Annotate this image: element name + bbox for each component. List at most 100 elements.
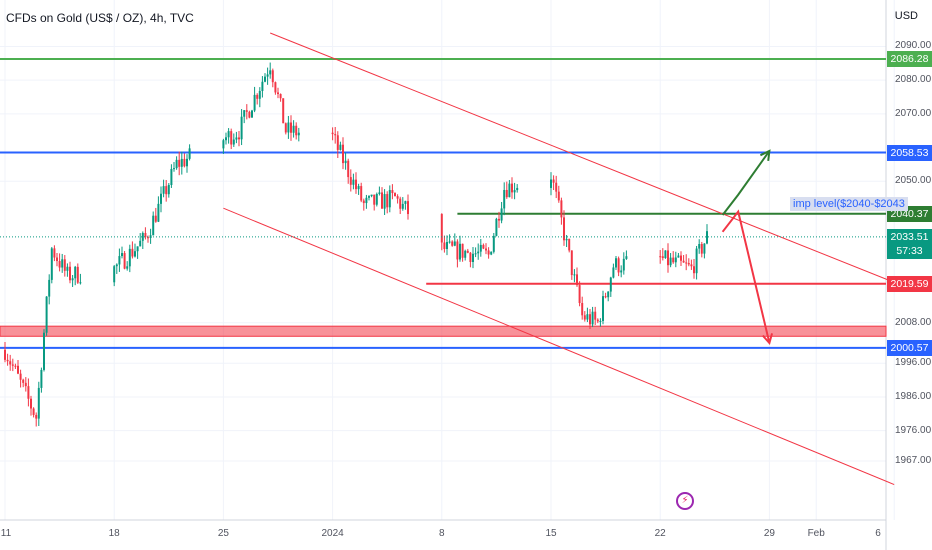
candle-body	[615, 258, 617, 268]
candle-body	[622, 258, 625, 271]
candle-body	[440, 214, 443, 243]
candle-body	[609, 277, 612, 292]
candle-body	[513, 190, 516, 193]
candle-body	[53, 248, 56, 258]
candle-body	[677, 255, 680, 258]
candle-body	[147, 237, 149, 239]
candle-body	[404, 201, 407, 204]
candle-body	[461, 243, 464, 258]
candle-body	[248, 111, 251, 118]
candle-body	[58, 261, 61, 268]
candle-body	[339, 144, 342, 150]
candle-body	[290, 122, 292, 133]
candle-body	[700, 243, 703, 254]
candle-body	[357, 186, 360, 190]
y-tick-label: 2050.00	[895, 175, 932, 187]
candle-body	[386, 194, 389, 208]
candle-body	[375, 194, 378, 205]
candle-body	[74, 266, 77, 279]
candle-body	[121, 253, 123, 257]
candle-body	[175, 159, 178, 169]
candle-body	[401, 203, 404, 209]
candle-body	[6, 359, 9, 362]
candle-body	[227, 131, 230, 138]
candle-body	[472, 253, 474, 262]
candle-body	[32, 408, 35, 415]
x-tick-label: 15	[545, 528, 557, 539]
candle-body	[490, 251, 493, 255]
candle-body	[703, 243, 706, 254]
candle-body	[487, 250, 490, 255]
x-tick-label: 22	[654, 528, 666, 539]
candle-body	[669, 257, 672, 266]
bar-countdown: 57:33	[896, 244, 923, 257]
candle-body	[225, 137, 227, 141]
imp-level-annotation[interactable]: imp level($2040-$2043	[790, 197, 908, 211]
candle-body	[550, 179, 552, 188]
candle-body	[516, 187, 519, 191]
x-tick-label: 6	[875, 528, 881, 539]
candle-body	[342, 144, 344, 164]
candle-body	[180, 158, 183, 167]
candle-body	[269, 70, 272, 75]
candle-body	[565, 238, 568, 241]
candle-body	[48, 279, 51, 297]
candle-body	[612, 267, 615, 278]
candle-body	[277, 92, 279, 95]
candle-body	[282, 98, 285, 124]
candle-body	[152, 215, 155, 236]
candle-body	[141, 232, 144, 241]
candle-body	[160, 193, 162, 204]
candle-body	[115, 264, 118, 267]
candle-body	[659, 256, 662, 258]
current-price-value: 2033.51	[890, 230, 929, 243]
current-price-label: 2033.51 57:33	[887, 228, 932, 259]
candle-body	[578, 285, 581, 304]
candle-body	[238, 137, 240, 140]
candle-body	[331, 132, 334, 135]
candle-body	[173, 168, 175, 170]
candle-body	[687, 263, 690, 265]
candle-body	[698, 243, 701, 249]
candle-body	[576, 274, 578, 286]
x-tick-label: 11	[0, 528, 12, 539]
candle-body	[37, 387, 40, 419]
candle-body	[43, 332, 45, 370]
candle-body	[396, 196, 399, 199]
currency-label[interactable]: USD	[894, 10, 918, 22]
candle-body	[352, 179, 355, 185]
candle-body	[266, 74, 269, 77]
y-tick-label: 1967.00	[895, 454, 932, 466]
candle-body	[245, 110, 248, 112]
candle-body	[139, 240, 142, 247]
candle-body	[256, 94, 259, 99]
candle-body	[555, 182, 558, 192]
candle-body	[131, 248, 134, 257]
y-tick-label: 2008.00	[895, 316, 932, 328]
x-tick-label: 2024	[321, 528, 344, 539]
candle-body	[69, 266, 71, 281]
tradingview-logo-icon[interactable]: ⚡	[676, 492, 694, 510]
candle-body	[170, 168, 173, 186]
candle-body	[27, 386, 30, 399]
candle-body	[570, 250, 573, 276]
candle-body	[674, 257, 677, 263]
candle-body	[9, 361, 12, 365]
candle-body	[144, 232, 147, 238]
candle-body	[500, 208, 503, 221]
candle-body	[586, 314, 589, 320]
candle-body	[602, 296, 604, 321]
candle-body	[24, 382, 27, 387]
candle-body	[407, 201, 409, 215]
candle-body	[35, 414, 38, 419]
candle-body	[381, 192, 383, 209]
resistance-zone-band	[0, 325, 887, 337]
candle-body	[617, 258, 620, 273]
candle-body	[40, 369, 43, 388]
candle-body	[123, 253, 126, 269]
candle-body	[76, 266, 79, 283]
channel-line-lower	[223, 207, 895, 486]
candle-body	[11, 364, 14, 366]
candle-body	[492, 235, 495, 252]
